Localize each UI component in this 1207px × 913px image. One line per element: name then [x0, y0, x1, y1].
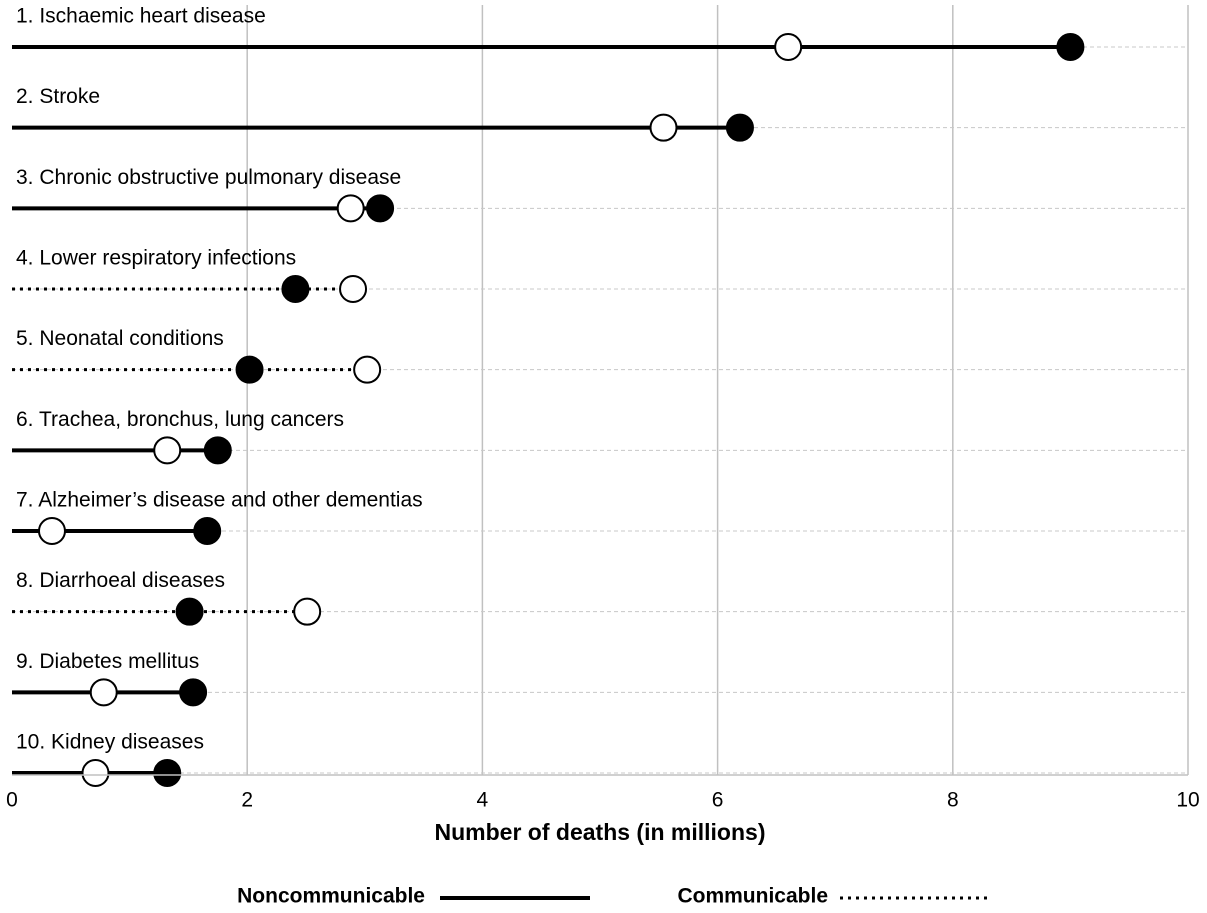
legend-label: Noncommunicable — [237, 885, 425, 908]
category-label: 5. Neonatal conditions — [16, 327, 224, 350]
point — [649, 113, 678, 142]
x-axis-title: Number of deaths (in millions) — [435, 819, 766, 845]
point — [353, 355, 382, 384]
x-tick-label: 0 — [6, 789, 18, 812]
legend-label: Communicable — [677, 885, 828, 908]
category-label: 4. Lower respiratory infections — [16, 247, 296, 270]
point — [336, 194, 365, 223]
x-tick-label: 10 — [1176, 789, 1199, 812]
point — [37, 517, 66, 545]
point — [281, 275, 310, 303]
point — [235, 355, 264, 384]
x-tick-label: 8 — [947, 789, 959, 812]
point — [175, 597, 204, 626]
point — [89, 678, 118, 707]
x-tick-label: 4 — [477, 789, 489, 812]
point — [81, 759, 110, 787]
point — [774, 33, 803, 61]
point — [1056, 33, 1085, 61]
point — [203, 436, 232, 465]
category-label: 9. Diabetes mellitus — [16, 650, 199, 673]
point — [179, 678, 208, 707]
point — [339, 275, 368, 303]
point — [153, 436, 182, 465]
point — [725, 113, 754, 142]
category-label: 7. Alzheimer’s disease and other dementi… — [16, 489, 423, 512]
point — [366, 194, 395, 223]
x-tick-label: 6 — [712, 789, 724, 812]
category-label: 1. Ischaemic heart disease — [16, 5, 266, 28]
point — [293, 597, 322, 626]
point — [153, 759, 182, 787]
category-label: 3. Chronic obstructive pulmonary disease — [16, 166, 401, 189]
point — [193, 517, 222, 545]
category-label: 2. Stroke — [16, 85, 100, 108]
category-label: 10. Kidney diseases — [16, 731, 204, 754]
x-tick-label: 2 — [241, 789, 253, 812]
category-label: 6. Trachea, bronchus, lung cancers — [16, 408, 344, 431]
category-label: 8. Diarrhoeal diseases — [16, 569, 225, 592]
